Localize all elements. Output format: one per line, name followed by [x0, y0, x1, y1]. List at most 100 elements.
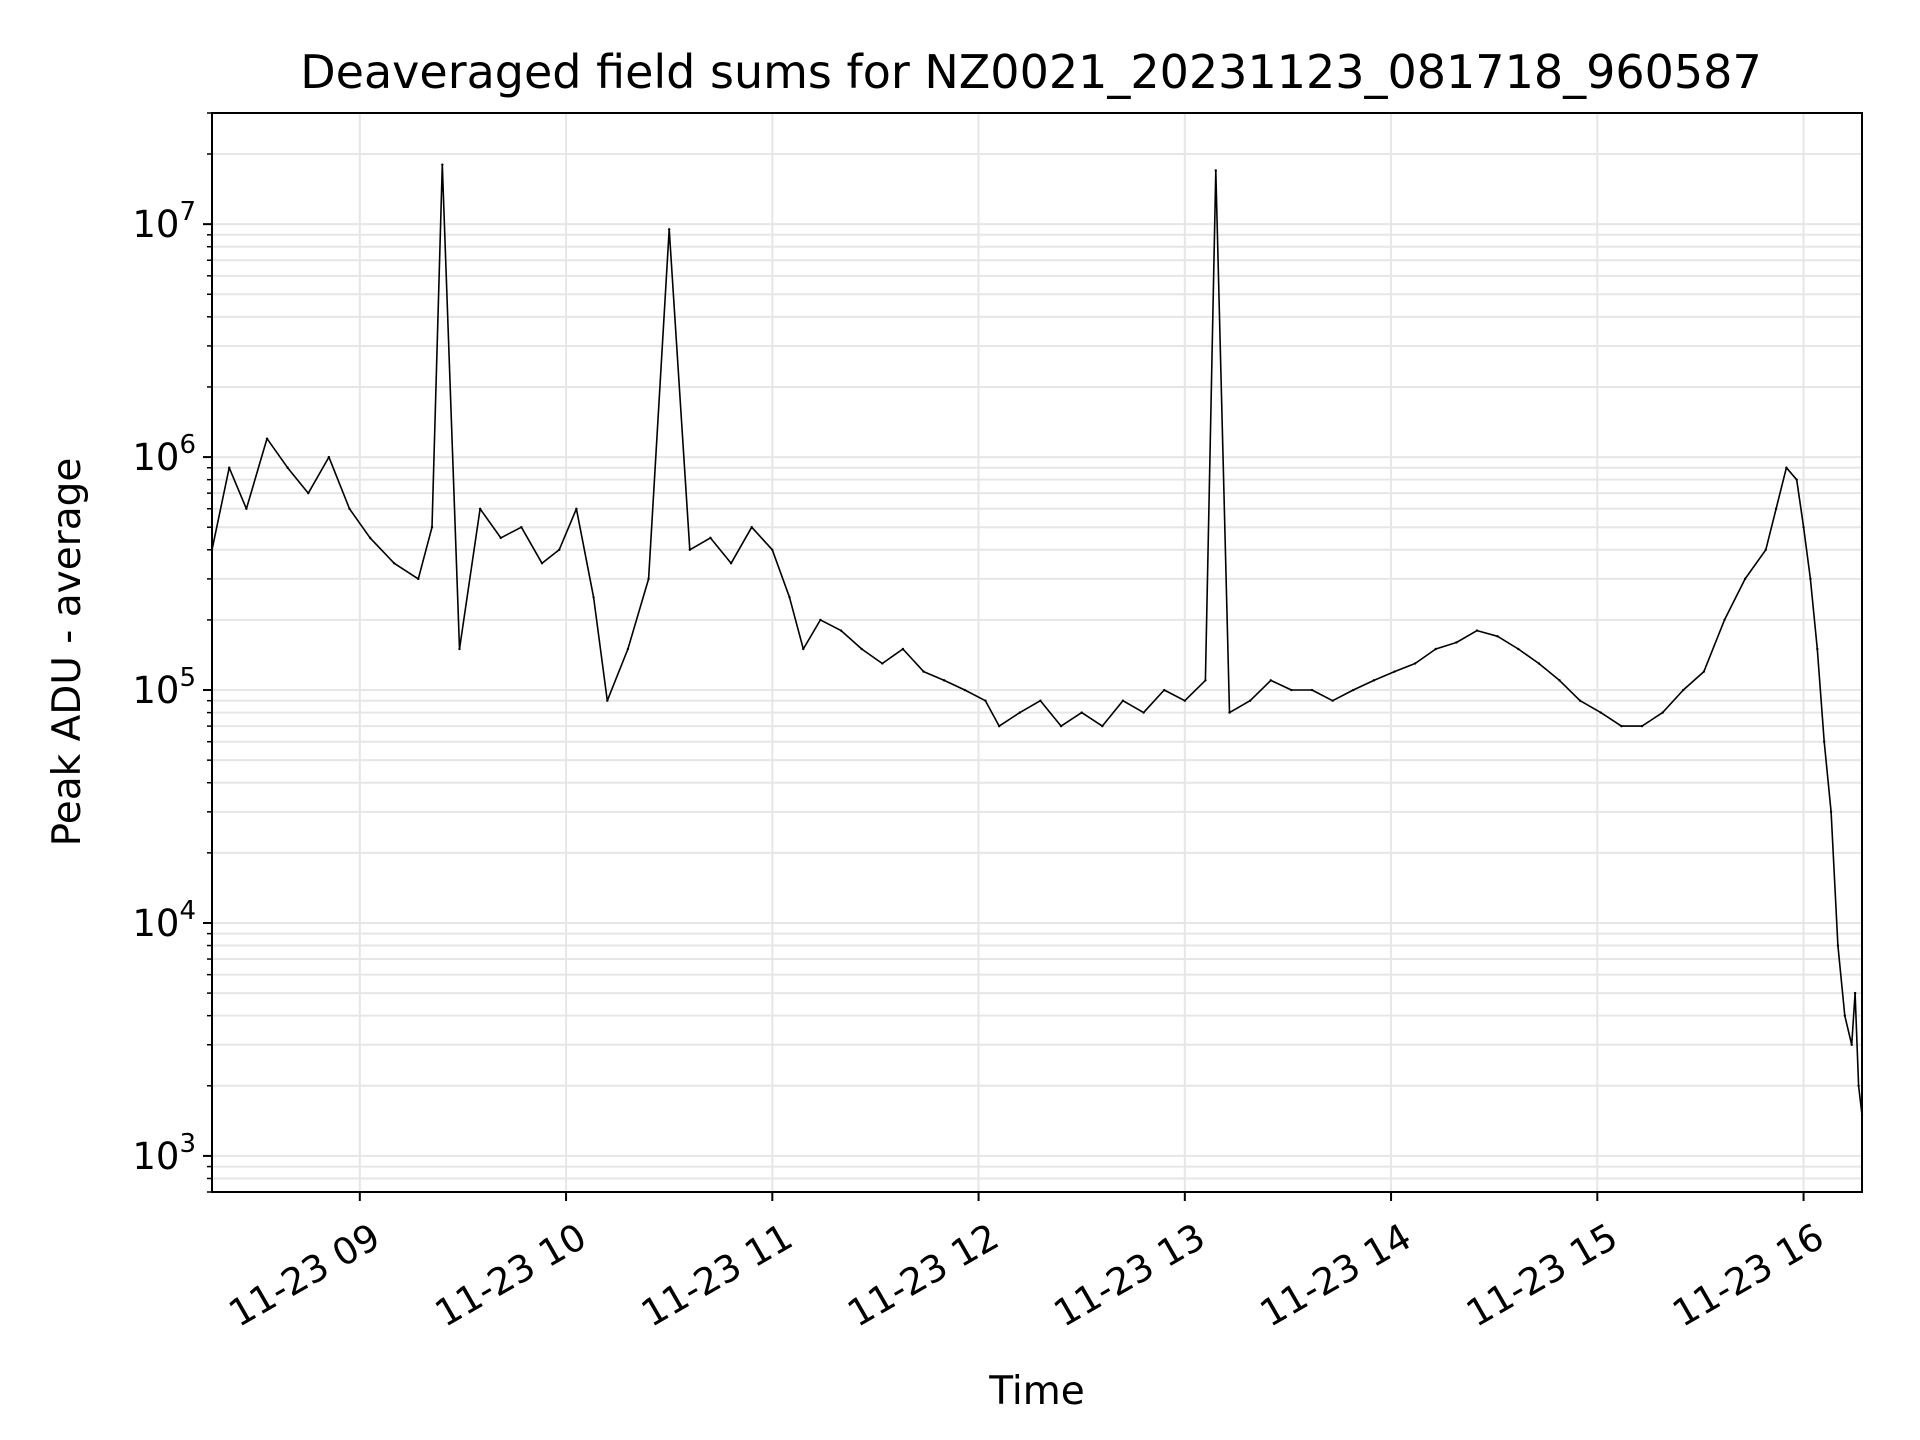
data-point: [1248, 699, 1252, 702]
data-point: [729, 562, 733, 565]
data-point: [1039, 699, 1042, 702]
data-point: [1455, 641, 1458, 644]
data-point: [860, 647, 863, 651]
data-point: [1795, 478, 1798, 481]
data-point: [478, 507, 482, 510]
data-point: [1018, 711, 1022, 714]
data-point: [1393, 670, 1396, 673]
y-tick-label: 103: [132, 1129, 196, 1178]
data-point: [667, 228, 671, 231]
data-point: [1310, 688, 1314, 692]
data-point: [606, 699, 609, 702]
y-tick-label: 104: [132, 896, 196, 945]
data-point: [688, 548, 692, 551]
data-point: [1853, 991, 1857, 995]
data-point: [1413, 662, 1417, 665]
data-point: [997, 724, 1001, 728]
data-point: [1101, 724, 1104, 728]
data-point: [307, 491, 310, 495]
data-point: [1836, 944, 1840, 947]
data-point: [1214, 169, 1217, 172]
data-point: [1599, 711, 1602, 714]
data-point: [709, 536, 712, 540]
data-point: [1578, 699, 1582, 702]
data-point: [540, 562, 544, 565]
data-point: [1142, 711, 1145, 714]
data-point: [458, 647, 461, 651]
data-point: [1640, 724, 1644, 728]
data-point: [575, 507, 578, 510]
data-point: [1352, 688, 1355, 692]
data-point: [1661, 711, 1664, 714]
data-point: [1475, 629, 1479, 632]
data-point: [1620, 724, 1623, 728]
data-point: [1682, 688, 1685, 692]
data-point: [1162, 688, 1166, 692]
data-point: [430, 526, 434, 529]
data-point: [265, 437, 269, 440]
data-point: [839, 629, 843, 632]
data-point: [1857, 1084, 1860, 1087]
data-point: [802, 647, 805, 651]
data-point: [1204, 679, 1207, 682]
data-point: [771, 548, 774, 551]
data-point: [1829, 810, 1833, 814]
data-point: [750, 526, 753, 529]
data-point: [1785, 466, 1788, 469]
data-point: [1743, 577, 1747, 581]
data-point: [1434, 647, 1437, 651]
plot-frame: [211, 112, 1863, 1193]
data-point: [368, 536, 372, 540]
data-point: [286, 466, 289, 469]
data-point: [1121, 699, 1125, 702]
data-point: [245, 507, 248, 510]
data-point: [819, 618, 822, 622]
data-point: [1290, 688, 1293, 692]
data-point: [901, 647, 905, 651]
data-point: [1702, 670, 1706, 673]
data-point: [1496, 635, 1499, 638]
data-point: [520, 526, 523, 529]
data-point: [984, 699, 987, 702]
data-point: [1802, 526, 1805, 529]
data-point: [1228, 711, 1231, 714]
data-point: [1372, 679, 1376, 682]
y-tick-label: 106: [132, 430, 196, 479]
data-point: [788, 596, 791, 599]
data-point: [1816, 647, 1819, 651]
data-point: [1080, 711, 1083, 714]
data-point: [963, 688, 967, 692]
data-point: [557, 548, 561, 551]
data-point: [626, 647, 630, 651]
data-point: [1269, 679, 1272, 682]
series-line: [211, 163, 1863, 1115]
data-point: [417, 577, 420, 581]
data-point: [499, 536, 502, 540]
data-point: [1183, 699, 1187, 702]
data-point: [1723, 618, 1726, 622]
data-point: [942, 679, 946, 682]
data-point: [647, 577, 650, 581]
data-point: [1822, 740, 1826, 743]
data-point: [922, 670, 925, 673]
y-tick-label: 105: [132, 663, 196, 712]
data-point: [1059, 724, 1063, 728]
data-point: [1517, 647, 1520, 651]
data-point: [1558, 679, 1561, 682]
data-point: [1774, 507, 1778, 510]
y-tick-label: 107: [132, 197, 196, 246]
data-point: [1764, 548, 1767, 551]
data-point: [1843, 1014, 1847, 1017]
series-group: [210, 163, 1864, 1117]
data-point: [1537, 662, 1541, 665]
data-point: [881, 662, 884, 665]
data-point: [441, 163, 444, 166]
x-axis-label: Time: [988, 1369, 1084, 1414]
data-point: [392, 562, 396, 565]
data-point: [1850, 1043, 1853, 1046]
y-axis-label: Peak ADU - average: [45, 458, 90, 847]
data-point: [327, 455, 331, 459]
chart-title: Deaveraged field sums for NZ0021_2023112…: [300, 45, 1761, 99]
